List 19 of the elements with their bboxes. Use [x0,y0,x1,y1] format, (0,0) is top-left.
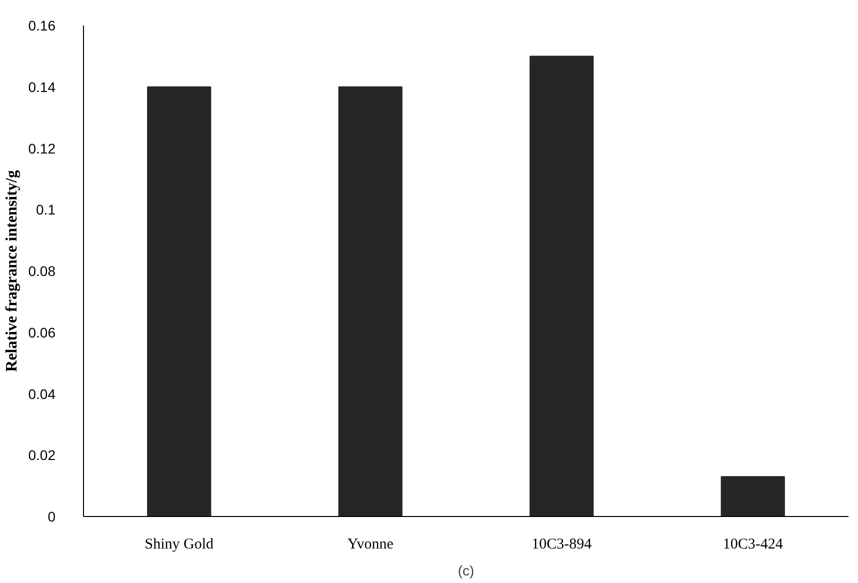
text: (c) [458,562,474,578]
x-tick-label: Yvonne [347,536,394,552]
y-tick-label: 0.06 [28,324,56,340]
bar [530,56,594,516]
y-axis-title: Relative fragrance intensity/g [3,170,20,372]
y-tick-label: 0.12 [28,140,56,156]
y-tick-label: 0.14 [28,78,56,95]
y-tick-label: 0.04 [28,386,56,402]
x-tick-label: 10C3-894 [532,536,592,552]
bar [720,476,785,516]
y-tick-label: 0.1 [36,202,56,218]
y-tick-label: 0.08 [28,263,56,279]
y-tick-label: 0 [48,508,56,524]
bar [338,86,402,516]
y-tick-label: 0.16 [28,18,56,34]
y-tick-label: 0.02 [28,447,56,464]
bar [147,86,212,516]
x-tick-label: Shiny Gold [144,536,214,552]
x-tick-label: 10C3-424 [722,536,784,552]
